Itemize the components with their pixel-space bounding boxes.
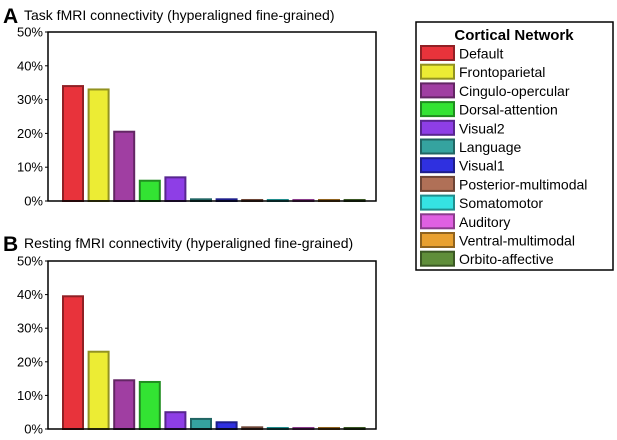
- legend-label-posterior-multimodal: Posterior-multimodal: [459, 176, 587, 192]
- panel-b-bar-visual2: [164, 411, 187, 431]
- panel-b-chart: B Resting fMRI connectivity (hyperaligne…: [3, 233, 377, 437]
- legend-swatch-auditory: [420, 213, 455, 230]
- panel-b-bar-default: [62, 295, 84, 430]
- panel-b-bar-visual1: [215, 421, 238, 430]
- panel-a-bar-frontoparietal: [87, 88, 110, 202]
- panel-b-y-tick-label: 40%: [17, 287, 43, 302]
- legend-swatch-visual2: [420, 119, 455, 136]
- legend-label-somatomotor: Somatomotor: [459, 195, 543, 211]
- legend-swatch-somatomotor: [420, 194, 455, 211]
- legend-title: Cortical Network: [454, 27, 574, 44]
- panel-b-plot-frame: [47, 260, 377, 430]
- panel-b-letter: B: [3, 233, 18, 256]
- legend-swatch-dorsal-attention: [420, 101, 455, 118]
- panel-a-y-axis: 0% 10% 20% 30% 40% 50%: [17, 25, 48, 209]
- legend-label-frontoparietal: Frontoparietal: [459, 64, 545, 80]
- legend-swatch-posterior-multimodal: [420, 175, 455, 192]
- panel-a-bar-cingulo-opercular: [113, 130, 136, 203]
- legend-swatch-visual1: [420, 157, 455, 174]
- legend-label-default: Default: [459, 46, 503, 62]
- legend-label-orbito-affective: Orbito-affective: [459, 251, 554, 267]
- panel-a-title: Task fMRI connectivity (hyperaligned fin…: [24, 7, 334, 23]
- panel-b-y-tick-label: 20%: [17, 354, 43, 369]
- legend-label-language: Language: [459, 139, 522, 155]
- legend-label-visual1: Visual1: [459, 158, 505, 174]
- panel-a-chart: A Task fMRI connectivity (hyperaligned f…: [3, 5, 377, 209]
- panel-b-bar-dorsal-attention: [138, 380, 161, 430]
- panel-b-y-tick-label: 10%: [17, 388, 43, 403]
- panel-a-y-tick-label: 10%: [17, 160, 43, 175]
- legend-label-ventral-multimodal: Ventral-multimodal: [459, 233, 575, 249]
- panel-a-y-tick-label: 40%: [17, 58, 43, 73]
- panel-a-plot-frame: [47, 31, 377, 202]
- panel-b-y-tick-label: 0%: [24, 422, 43, 437]
- legend-label-cingulo-opercular: Cingulo-opercular: [459, 83, 570, 99]
- legend-swatch-cingulo-opercular: [420, 82, 455, 99]
- panel-b-y-axis: 0% 10% 20% 30% 40% 50%: [17, 254, 48, 437]
- legend-swatch-language: [420, 138, 455, 155]
- legend-label-auditory: Auditory: [459, 214, 510, 230]
- panel-a-y-tick-label: 20%: [17, 126, 43, 141]
- legend-swatch-frontoparietal: [420, 63, 455, 80]
- panel-b-title: Resting fMRI connectivity (hyperaligned …: [24, 235, 353, 251]
- legend-swatch-orbito-affective: [420, 250, 455, 267]
- legend-label-visual2: Visual2: [459, 120, 505, 136]
- legend-swatch-ventral-multimodal: [420, 232, 455, 248]
- legend-items: Default Frontoparietal Cingulo-opercular Do…: [420, 45, 587, 267]
- legend: Cortical Network Default Frontoparietal Ci…: [415, 21, 614, 271]
- panel-b-y-tick-label: 50%: [17, 254, 43, 269]
- panel-a-y-tick-label: 0%: [24, 194, 43, 209]
- panel-a-bar-default: [62, 85, 84, 202]
- panel-a-bar-dorsal-attention: [138, 179, 161, 203]
- panel-b-bar-frontoparietal: [87, 350, 110, 430]
- panel-a-y-tick-label: 50%: [17, 25, 43, 40]
- legend-swatch-default: [420, 45, 455, 61]
- panel-b-bars: [62, 295, 366, 431]
- panel-a-y-tick-label: 30%: [17, 92, 43, 107]
- panel-b-y-tick-label: 30%: [17, 321, 43, 336]
- panel-a-bars: [62, 85, 366, 203]
- panel-b-bar-language: [190, 417, 212, 431]
- panel-b-bar-cingulo-opercular: [113, 379, 136, 430]
- panel-a-letter: A: [3, 5, 18, 28]
- panel-a-bar-visual2: [164, 176, 187, 202]
- legend-label-dorsal-attention: Dorsal-attention: [459, 102, 558, 118]
